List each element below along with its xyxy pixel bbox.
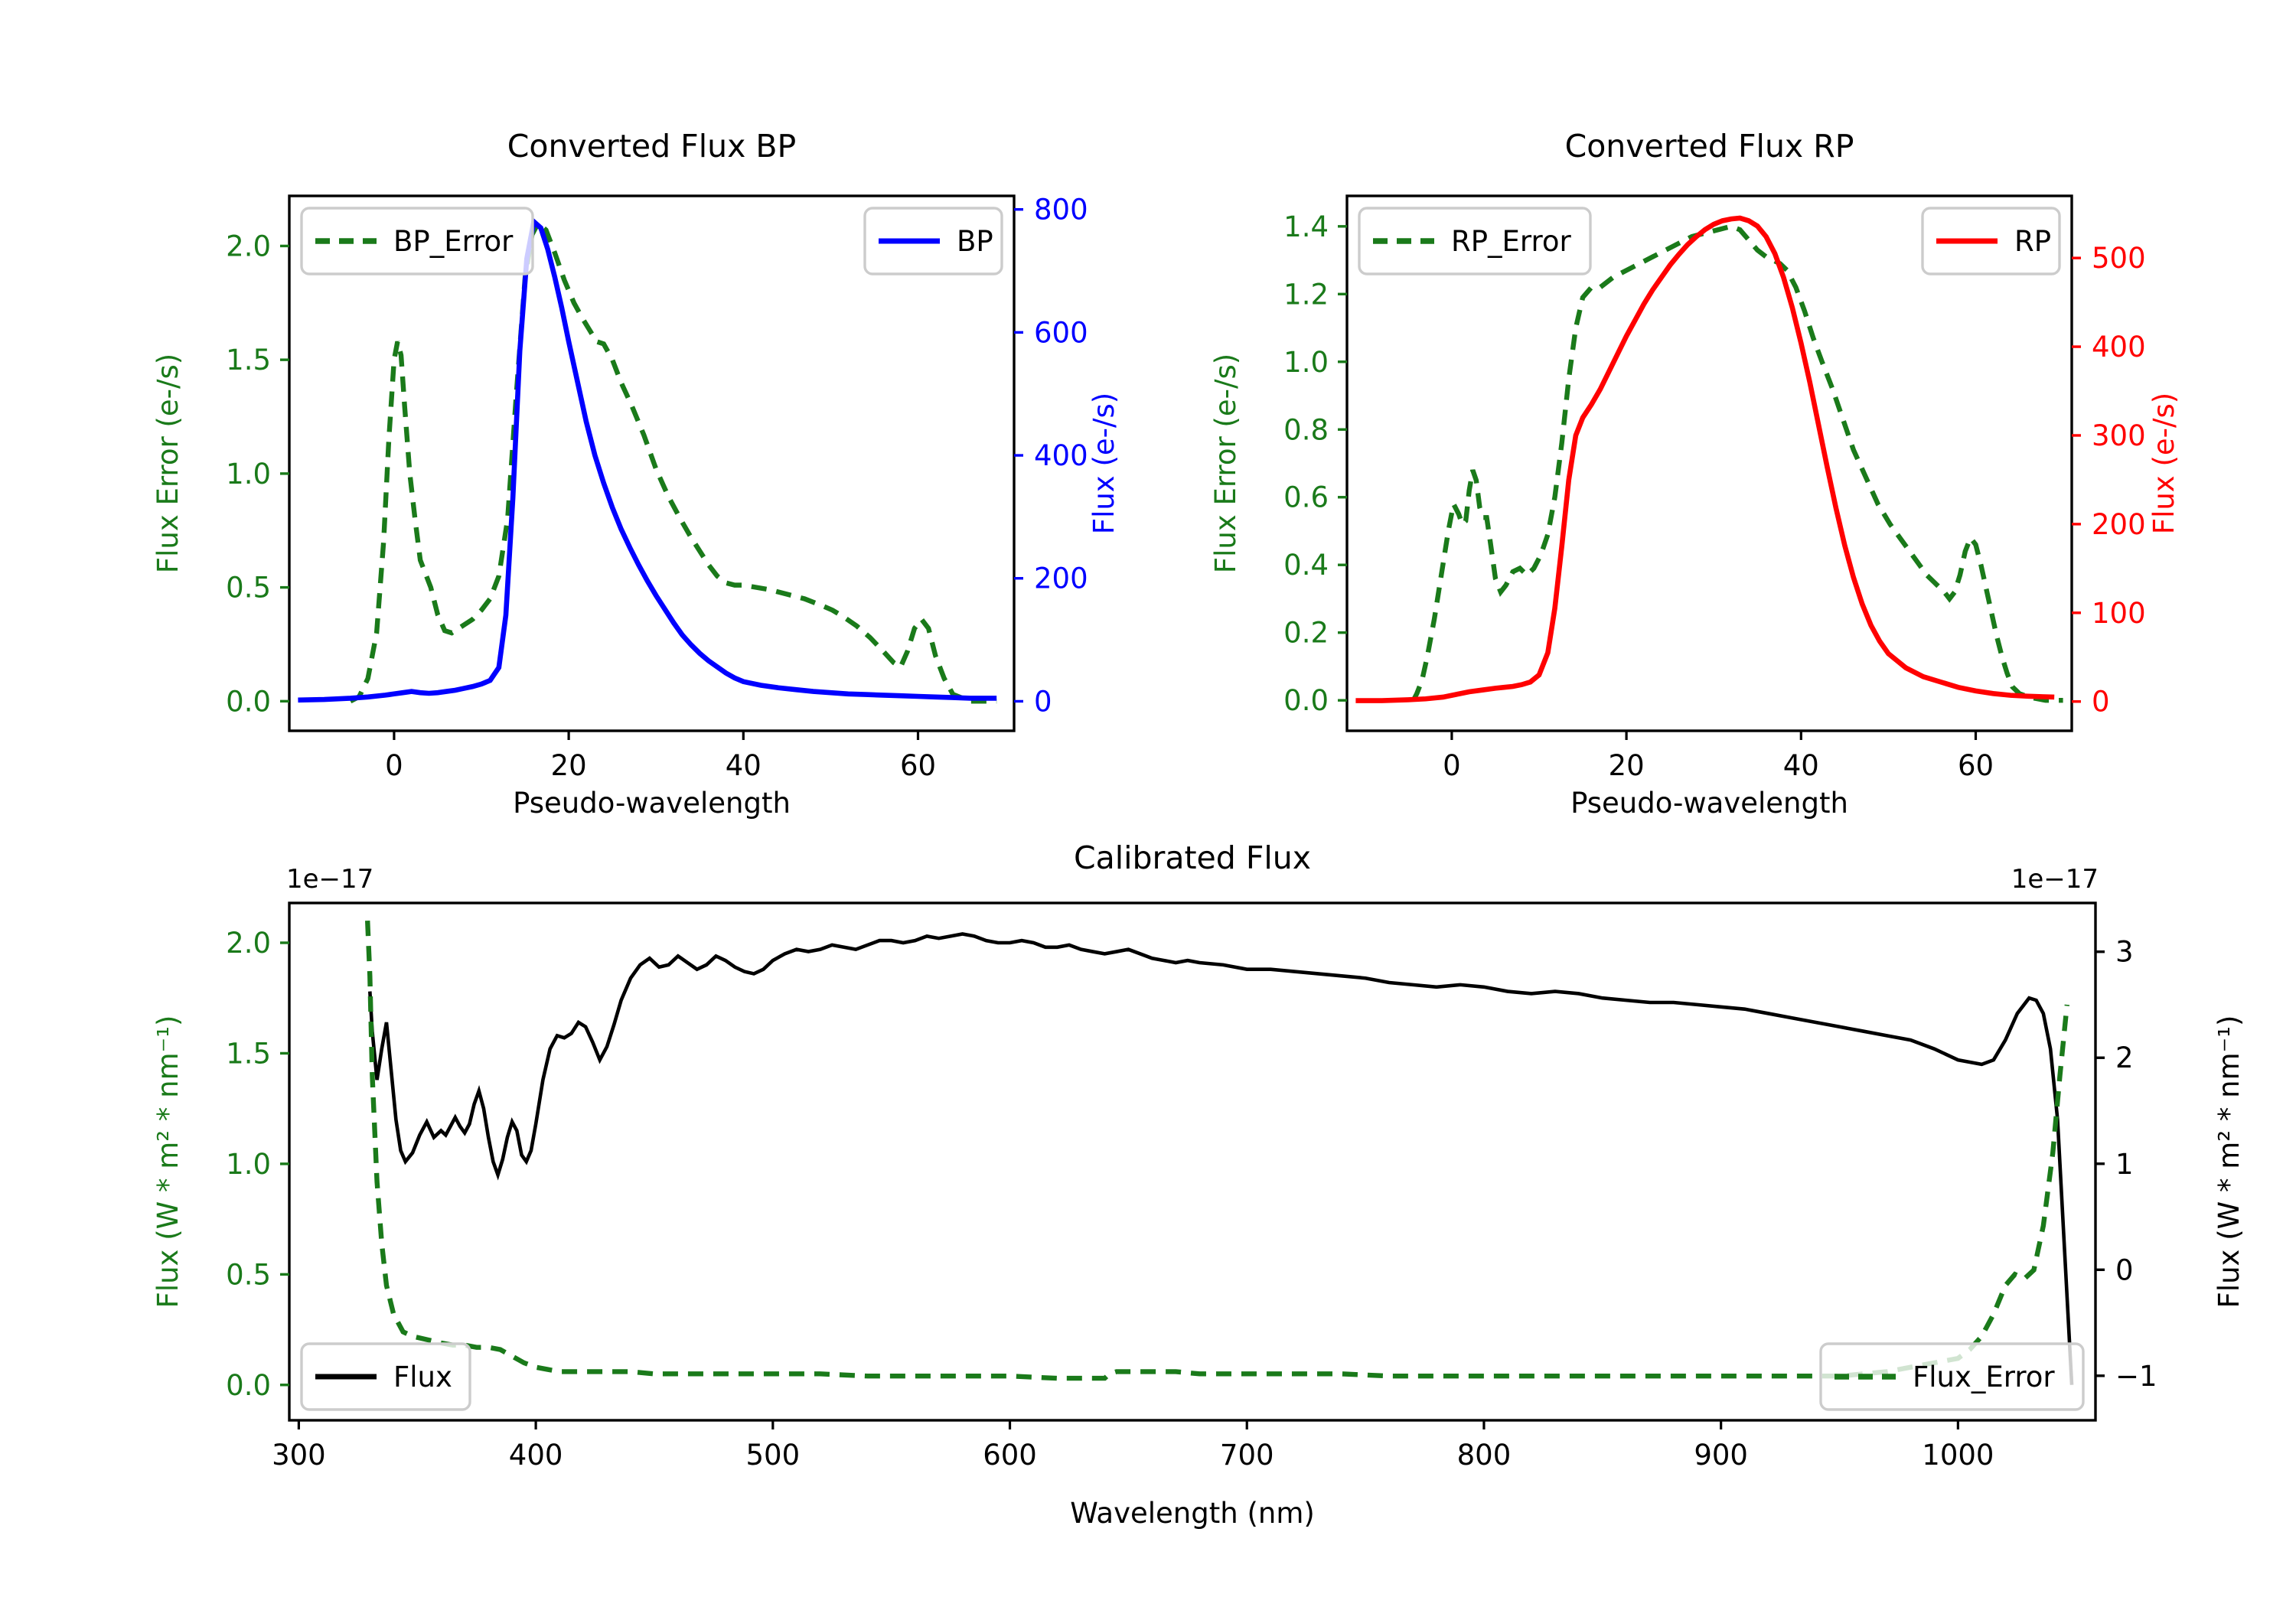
legend-top-right-left-box [1358,207,1592,275]
x-tick-label: 300 [272,1439,326,1472]
y-tick-label-right: 400 [2092,331,2146,363]
y-axis-label-left: Flux Error (e-/s) [1209,354,1242,573]
legend-top-right-right-box [1921,207,2061,275]
legend-bottom-right-label: Flux_Error [1913,1361,2055,1393]
x-tick-label: 20 [1609,749,1645,782]
series-rp_error [1411,223,2063,703]
x-tick-label: 400 [509,1439,563,1472]
panel-title: Converted Flux BP [507,128,797,165]
legend-top-left-left-box [300,207,534,275]
x-tick-label: 40 [726,749,762,782]
y-tick-label-left: 1.0 [226,1148,271,1181]
offset-text-right: 1e−17 [2011,864,2099,895]
x-axis-label: Pseudo-wavelength [1570,787,1848,820]
y-tick-label-left: 1.0 [1283,346,1329,379]
y-tick-label-left: 1.0 [226,458,271,491]
y-tick-label-left: 0.6 [1283,481,1329,514]
y-tick-label-right: 500 [2092,242,2146,275]
x-tick-label: 800 [1457,1439,1512,1472]
series-rp [1355,215,2055,703]
legend-top-right-right-label: RP [2014,225,2051,258]
y-tick-label-left: 0.8 [1283,413,1329,446]
x-axis-label: Wavelength (nm) [1070,1497,1315,1530]
series-flux_error [365,920,2070,1381]
panel-title: Converted Flux RP [1565,128,1854,165]
y-tick-label-left: 1.4 [1283,210,1329,243]
x-tick-label: 60 [1958,749,1994,782]
legend-bottom-left-label: Flux [393,1361,452,1393]
y-tick-label-left: 1.5 [226,344,271,376]
panel-title: Calibrated Flux [1074,839,1311,876]
y-tick-label-left: 0.5 [226,1258,271,1291]
y-tick-label-right: 0 [1034,685,1052,718]
x-tick-label: 0 [1443,749,1461,782]
offset-text-left: 1e−17 [286,864,373,895]
x-tick-label: 700 [1220,1439,1274,1472]
y-axis-label-right: Flux (e-/s) [2148,393,2180,534]
legend-top-left-right-box [863,207,1003,275]
y-tick-label-right: 2 [2115,1041,2134,1074]
x-tick-label: 0 [385,749,403,782]
y-tick-label-right: 3 [2115,936,2134,969]
y-tick-label-left: 0.4 [1283,549,1329,582]
y-tick-label-right: 300 [2092,419,2146,452]
series-flux [368,932,2074,1385]
y-tick-label-right: 400 [1034,439,1088,472]
y-tick-label-right: 600 [1034,316,1088,349]
y-axis-label-left: Flux (W * m² * nm⁻¹) [152,1015,184,1309]
legend-bottom-right-box [1819,1342,2085,1411]
legend-bottom-left-box [300,1342,471,1411]
legend-top-left-left-label: BP_Error [393,225,514,258]
axes-frame [1345,194,2073,732]
y-tick-label-right: 0 [2092,686,2110,719]
x-tick-label: 1000 [1922,1439,1994,1472]
x-tick-label: 40 [1783,749,1819,782]
y-tick-label-left: 0.0 [226,1369,271,1402]
y-axis-label-left: Flux Error (e-/s) [152,354,184,573]
legend-top-right-left-label: RP_Error [1451,225,1571,258]
y-tick-label-left: 2.0 [226,927,271,960]
y-tick-label-right: −1 [2115,1360,2157,1393]
series-bp_error [349,219,997,704]
y-tick-label-right: 0 [2115,1253,2134,1286]
y-tick-label-right: 1 [2115,1148,2134,1181]
series-bp [298,217,997,703]
y-axis-label-right: Flux (W * m² * nm⁻¹) [2213,1015,2245,1309]
axes-frame [288,901,2097,1422]
y-tick-label-left: 0.0 [226,685,271,718]
y-tick-label-left: 0.0 [1283,684,1329,717]
y-tick-label-right: 200 [2092,508,2146,541]
x-tick-label: 20 [551,749,587,782]
legend-top-left-right-label: BP [957,225,993,258]
y-tick-label-left: 1.5 [226,1037,271,1070]
x-axis-label: Pseudo-wavelength [513,787,791,820]
y-tick-label-right: 200 [1034,562,1088,595]
y-tick-label-left: 1.2 [1283,278,1329,311]
x-tick-label: 60 [900,749,936,782]
y-tick-label-left: 0.5 [226,572,271,605]
y-tick-label-left: 0.2 [1283,617,1329,650]
y-tick-label-left: 2.0 [226,230,271,262]
y-tick-label-right: 100 [2092,597,2146,630]
x-tick-label: 500 [745,1439,800,1472]
y-tick-label-right: 800 [1034,194,1088,227]
x-tick-label: 900 [1694,1439,1748,1472]
axes-frame [288,194,1016,732]
y-axis-label-right: Flux (e-/s) [1088,393,1120,534]
x-tick-label: 600 [983,1439,1037,1472]
